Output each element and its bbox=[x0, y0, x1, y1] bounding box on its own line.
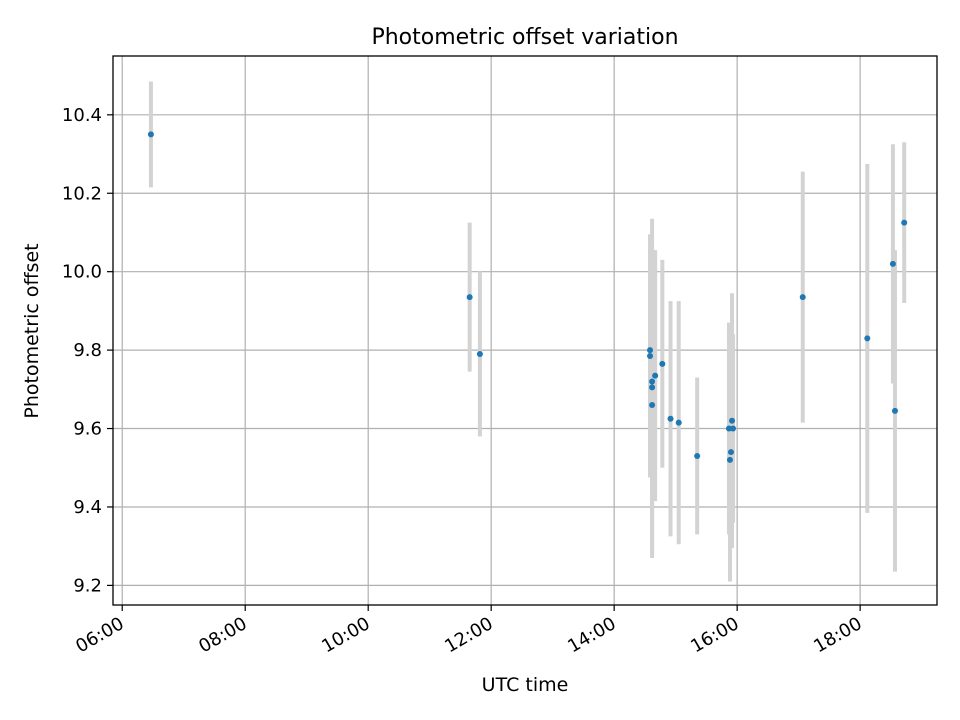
y-axis-ticks: 9.2 9.4 9.6 9.8 10.0 10.2 10.4 bbox=[62, 105, 113, 596]
y-tick-label: 9.8 bbox=[73, 340, 102, 361]
data-point bbox=[694, 452, 701, 459]
grid bbox=[113, 56, 937, 605]
data-point bbox=[667, 415, 674, 422]
data-point bbox=[659, 360, 666, 367]
chart-title: Photometric offset variation bbox=[371, 25, 678, 50]
data-point bbox=[466, 294, 473, 301]
data-point bbox=[799, 294, 806, 301]
data-point bbox=[147, 131, 154, 138]
y-tick-label: 9.6 bbox=[73, 419, 102, 440]
data-point bbox=[725, 425, 732, 432]
data-point bbox=[728, 449, 734, 456]
data-point bbox=[901, 219, 908, 226]
plot-frame bbox=[112, 55, 938, 606]
data-point bbox=[729, 417, 736, 424]
data-point bbox=[647, 352, 654, 359]
x-axis-label: UTC time bbox=[482, 674, 569, 696]
y-axis-label: Photometric offset bbox=[21, 243, 43, 418]
data-point bbox=[652, 372, 659, 379]
data-points bbox=[147, 131, 908, 463]
y-tick-label: 10.2 bbox=[62, 183, 102, 204]
data-point bbox=[726, 456, 733, 463]
data-point bbox=[675, 419, 682, 426]
y-tick-label: 9.2 bbox=[73, 575, 102, 596]
data-point bbox=[889, 260, 896, 267]
y-tick-label: 10.4 bbox=[62, 105, 102, 126]
y-tick-label: 9.4 bbox=[73, 497, 102, 518]
data-point bbox=[891, 407, 898, 414]
data-point bbox=[649, 402, 656, 409]
data-point bbox=[649, 384, 656, 391]
data-point bbox=[476, 351, 483, 358]
data-point bbox=[649, 378, 656, 385]
y-tick-label: 10.0 bbox=[62, 262, 102, 283]
data-point bbox=[647, 347, 654, 354]
data-point bbox=[730, 425, 737, 432]
data-point bbox=[864, 335, 871, 342]
